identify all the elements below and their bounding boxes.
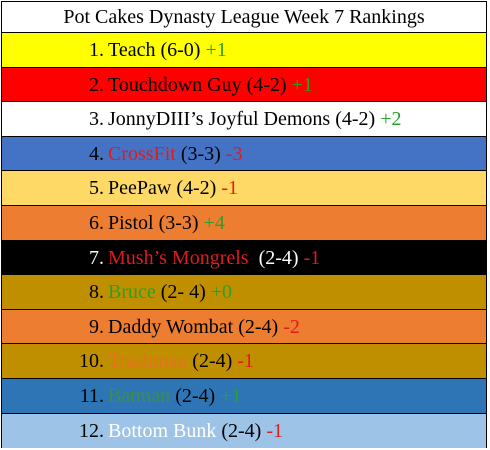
team-name: Bottom Bunk	[108, 419, 217, 442]
rank-number: 3.	[89, 108, 104, 131]
team-record: (4-2)	[171, 177, 222, 200]
team-record: (2-4)	[233, 315, 284, 338]
team-record: (2-4)	[170, 384, 221, 407]
ranking-row: 5. PeePaw (4-2) -1	[2, 171, 486, 206]
team-name: Teach	[108, 39, 156, 61]
team-name: Bruce	[108, 281, 156, 304]
team-name: Daddy Wombat	[108, 315, 234, 338]
team-record: (3-3)	[175, 142, 226, 165]
rank-change: +4	[203, 211, 225, 234]
ranking-row: 11. Batman (2-4) +1	[2, 378, 486, 414]
team-record: (2-4)	[187, 350, 238, 373]
rank-number: 6.	[89, 211, 104, 234]
rank-number: 9.	[89, 315, 104, 338]
rank-number: 4.	[89, 142, 104, 165]
team-record: (3-3)	[153, 211, 204, 234]
rank-change: +1	[205, 39, 227, 61]
rank-change: +1	[291, 73, 313, 96]
team-name: Touchdown Guy	[108, 73, 242, 96]
rank-change: -1	[237, 350, 254, 373]
ranking-row: 8. Bruce (2- 4) +0	[2, 275, 486, 310]
ranking-row: 6. Pistol (3-3) +4	[2, 205, 486, 241]
team-name: CrossFit	[108, 142, 176, 165]
rank-number: 2.	[89, 73, 104, 96]
rank-change: -2	[283, 315, 300, 338]
rank-number: 11.	[79, 384, 104, 407]
rank-change: +2	[380, 108, 402, 131]
team-name: JonnyDIII’s Joyful Demons	[108, 108, 331, 131]
rank-number: 1.	[89, 39, 104, 61]
rank-change: -1	[221, 177, 238, 200]
team-record: (2-4)	[248, 246, 304, 269]
team-record: (4-2)	[241, 73, 292, 96]
rank-change: +1	[220, 384, 242, 407]
team-name: Pistol	[108, 211, 154, 234]
ranking-row: 4. CrossFit (3-3) -3	[2, 136, 486, 172]
rankings-rows: 1. Teach (6-0) +1 2. Touchdown Guy (4-2) +1…	[2, 33, 486, 449]
team-name: Trashman	[108, 350, 188, 373]
team-record: (2-4)	[216, 419, 267, 442]
team-name: Batman	[108, 384, 171, 407]
rank-number: 5.	[89, 177, 104, 200]
ranking-row: 10. Trashman (2-4) -1	[2, 344, 486, 379]
ranking-row: 2. Touchdown Guy (4-2) +1	[2, 67, 486, 103]
ranking-row: 3. JonnyDIII’s Joyful Demons (4-2) +2	[2, 102, 486, 137]
team-record: (6-0)	[155, 39, 206, 61]
team-record: (4-2)	[330, 108, 381, 131]
rankings-title: Pot Cakes Dynasty League Week 7 Rankings	[2, 2, 486, 33]
rank-change: -3	[225, 142, 243, 165]
rank-number: 12.	[79, 419, 104, 442]
rank-number: 8.	[89, 281, 104, 304]
rank-change: -1	[266, 419, 284, 442]
team-record: (2- 4)	[155, 281, 211, 304]
team-name: Mush’s Mongrels	[108, 246, 249, 269]
rank-change: -1	[303, 246, 321, 269]
rank-number: 7.	[89, 246, 104, 269]
ranking-row: 9. Daddy Wombat (2-4) -2	[2, 309, 486, 345]
ranking-row: 7. Mush’s Mongrels (2-4) -1	[2, 240, 486, 276]
ranking-row: 12. Bottom Bunk (2-4) -1	[2, 413, 486, 449]
team-name: PeePaw	[108, 177, 172, 200]
rank-change: +0	[210, 281, 233, 304]
ranking-row: 1. Teach (6-0) +1	[2, 33, 486, 68]
rank-number: 10.	[79, 350, 104, 373]
